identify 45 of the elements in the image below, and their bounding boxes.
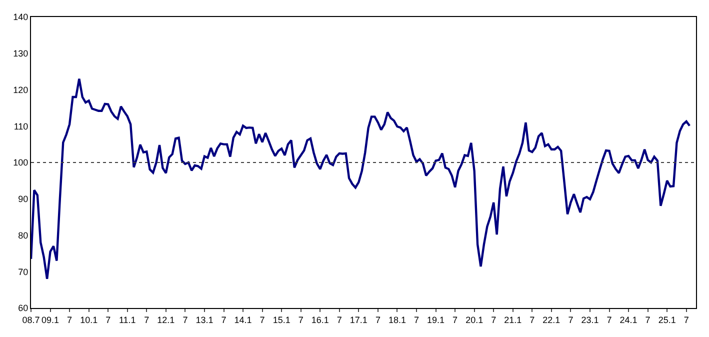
y-tick-label: 130 xyxy=(13,48,28,59)
x-tick-label: 7 xyxy=(106,314,111,325)
x-tick-label: 7 xyxy=(336,314,342,325)
x-tick-label: 18.1 xyxy=(388,314,406,325)
x-tick-label: 7 xyxy=(568,314,574,325)
x-tick-label: 15.1 xyxy=(272,314,290,325)
x-tick-label: 7 xyxy=(144,314,150,325)
y-tick-label: 80 xyxy=(18,230,28,240)
y-tick-label: 90 xyxy=(18,194,28,204)
x-tick-label: 7 xyxy=(491,314,496,325)
x-tick-label: 10.1 xyxy=(80,314,98,325)
x-tick-label: 7 xyxy=(414,314,420,325)
x-tick-label: 09.1 xyxy=(42,314,60,325)
x-tick-label: 7 xyxy=(530,314,535,325)
y-tick-label: 140 xyxy=(13,12,28,22)
x-tick-label: 16.1 xyxy=(311,314,329,325)
y-tick-label: 70 xyxy=(18,266,28,277)
y-tick-label: 120 xyxy=(13,84,28,95)
x-tick-label: 17.1 xyxy=(350,314,368,325)
x-tick-label: 7 xyxy=(452,314,458,325)
x-tick-label: 7 xyxy=(260,314,265,325)
x-tick-label: 7 xyxy=(375,314,380,325)
x-tick-label: 11.1 xyxy=(118,314,136,325)
y-tick-label: 110 xyxy=(14,121,28,132)
x-tick-label: 13.1 xyxy=(196,314,214,325)
x-tick-label: 20.1 xyxy=(466,314,484,325)
x-tick-label: 7 xyxy=(67,314,72,325)
x-tick-label: 14.1 xyxy=(234,314,252,325)
y-tick-label: 60 xyxy=(18,303,28,314)
x-tick-label: 7 xyxy=(684,314,689,325)
x-tick-label: 08.7 xyxy=(22,314,40,325)
x-tick-label: 25.1 xyxy=(658,314,676,325)
x-tick-label: 7 xyxy=(182,314,188,325)
x-tick-label: 7 xyxy=(606,314,612,325)
x-tick-label: 19.1 xyxy=(427,314,445,325)
x-tick-label: 24.1 xyxy=(620,314,638,325)
x-tick-label: 22.1 xyxy=(542,314,560,325)
x-tick-label: 23.1 xyxy=(581,314,599,325)
line-series xyxy=(31,78,691,280)
x-tick-label: 21.1 xyxy=(504,314,522,325)
x-tick-label: 12.1 xyxy=(157,314,175,325)
x-tick-label: 7 xyxy=(298,314,304,325)
y-tick-label: 100 xyxy=(13,158,28,168)
x-tick-label: 7 xyxy=(645,314,650,325)
x-tick-label: 7 xyxy=(221,314,226,325)
